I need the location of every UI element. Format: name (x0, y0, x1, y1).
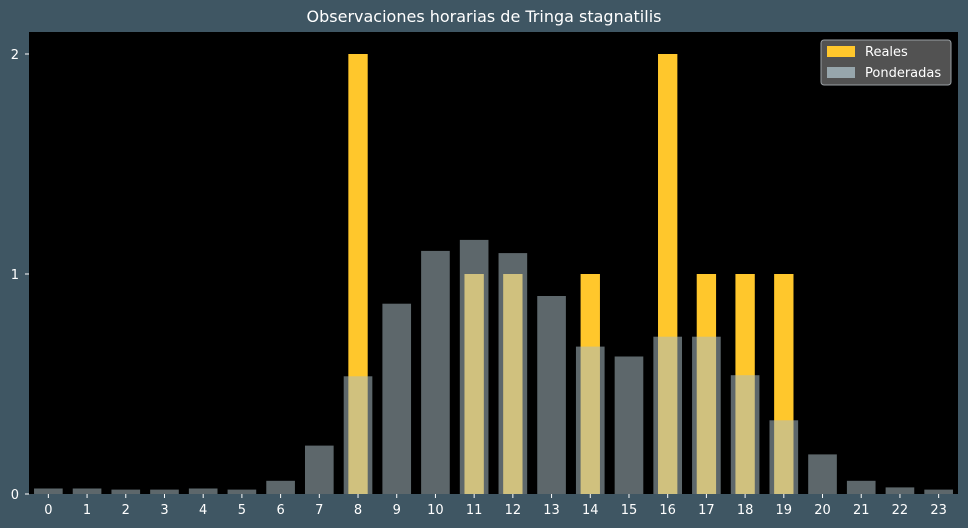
bar-ponderadas-19 (769, 420, 799, 494)
bar-ponderadas-2 (111, 489, 141, 494)
bar-ponderadas-6 (266, 480, 295, 494)
bar-ponderadas-4 (188, 488, 218, 494)
y-tick-label-1: 1 (11, 268, 19, 283)
x-tick-label-23: 23 (930, 503, 947, 518)
y-tick-label-2: 2 (11, 48, 19, 63)
bar-ponderadas-15 (614, 356, 644, 494)
x-tick-label-22: 22 (892, 503, 909, 518)
x-tick-label-20: 20 (814, 503, 831, 518)
bar-ponderadas-10 (421, 250, 450, 494)
x-tick-label-4: 4 (199, 503, 207, 518)
series-ponderadas (34, 239, 953, 494)
x-tick-label-0: 0 (44, 503, 52, 518)
legend-swatch-ponderadas (827, 67, 855, 78)
bar-ponderadas-7 (304, 445, 334, 494)
bar-ponderadas-22 (885, 487, 915, 494)
bar-ponderadas-20 (808, 454, 837, 494)
x-tick-label-15: 15 (621, 503, 638, 518)
bar-ponderadas-16 (653, 336, 683, 494)
x-tick-label-1: 1 (83, 503, 91, 518)
x-tick-label-2: 2 (122, 503, 130, 518)
x-tick-label-5: 5 (238, 503, 246, 518)
x-tick-label-8: 8 (354, 503, 362, 518)
x-tick-label-19: 19 (776, 503, 793, 518)
x-tick-label-13: 13 (543, 503, 560, 518)
legend: Reales Ponderadas (820, 39, 952, 86)
x-tick-label-12: 12 (505, 503, 522, 518)
bar-ponderadas-21 (846, 480, 876, 494)
x-tick-label-9: 9 (393, 503, 401, 518)
bar-ponderadas-8 (343, 376, 373, 494)
bar-ponderadas-17 (692, 336, 721, 494)
x-tick-label-18: 18 (737, 503, 754, 518)
axes: 0 1 2 3 4 5 6 7 8 9 10 11 12 13 14 15 16 17 18 19 20 21 22 2301… (11, 48, 947, 518)
plot-area (29, 32, 958, 494)
y-tick-label-0: 0 (11, 488, 19, 503)
legend-label-ponderadas: Ponderadas (865, 66, 941, 81)
x-tick-label-10: 10 (427, 503, 444, 518)
chart-title: Observaciones horarias de Tringa stagnat… (306, 7, 662, 26)
x-tick-label-21: 21 (853, 503, 870, 518)
bar-ponderadas-23 (924, 489, 953, 494)
bar-ponderadas-13 (537, 296, 566, 494)
bar-ponderadas-3 (150, 489, 179, 494)
x-tick-label-16: 16 (659, 503, 676, 518)
bar-ponderadas-5 (227, 489, 257, 494)
bar-ponderadas-12 (498, 253, 528, 494)
x-tick-label-17: 17 (698, 503, 715, 518)
bar-ponderadas-14 (575, 346, 605, 494)
x-tick-label-14: 14 (582, 503, 599, 518)
legend-swatch-reales (827, 46, 855, 57)
x-tick-label-7: 7 (315, 503, 323, 518)
x-tick-label-3: 3 (160, 503, 168, 518)
bar-ponderadas-0 (34, 488, 63, 494)
x-tick-label-11: 11 (466, 503, 483, 518)
bar-ponderadas-9 (382, 303, 412, 494)
bar-ponderadas-11 (459, 239, 489, 494)
legend-label-reales: Reales (865, 45, 908, 60)
bar-ponderadas-1 (72, 488, 102, 494)
x-tick-label-6: 6 (276, 503, 284, 518)
bar-ponderadas-18 (730, 375, 760, 494)
